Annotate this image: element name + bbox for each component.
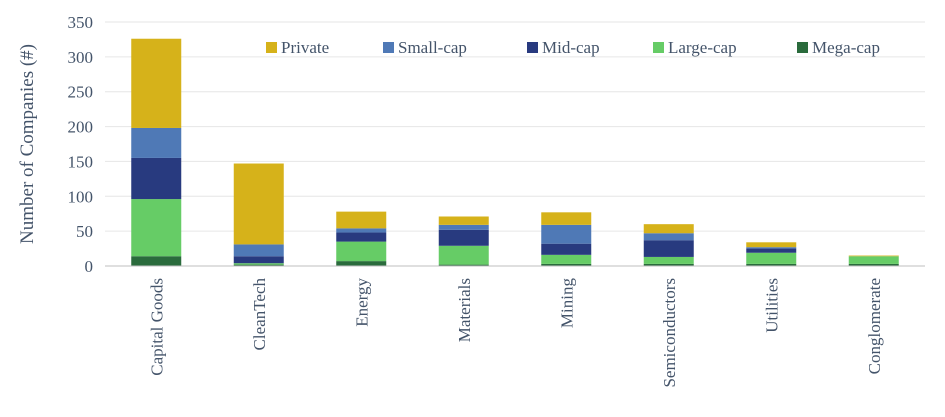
- bar-segment-mega-cap: [848, 263, 899, 266]
- legend-item-mid-cap: Mid-cap: [527, 38, 600, 57]
- bar-segment-mid-cap: [643, 240, 694, 257]
- bar-segment-private: [233, 163, 284, 245]
- bar-segment-mega-cap: [438, 264, 489, 266]
- bar-segment-mid-cap: [541, 243, 592, 255]
- bar-segment-mid-cap: [746, 248, 797, 253]
- gridlines: [105, 21, 925, 232]
- bar-stacks: [131, 38, 899, 266]
- bar-segment-small-cap: [131, 127, 182, 158]
- bar-segment-small-cap: [746, 247, 797, 249]
- legend-swatch: [383, 42, 394, 53]
- bar-segment-large-cap: [336, 241, 387, 262]
- x-axis: Capital Goods CleanTech Energy Materials Min…: [105, 265, 925, 388]
- bar-segment-large-cap: [131, 199, 182, 257]
- bar-segment-mid-cap: [438, 229, 489, 246]
- bar-stack: [336, 211, 387, 266]
- bar-segment-mega-cap: [233, 264, 284, 266]
- bar-stack: [233, 163, 284, 266]
- legend-swatch: [653, 42, 664, 53]
- bar-segment-small-cap: [336, 228, 387, 233]
- y-tick-label: 300: [68, 48, 94, 67]
- bar-segment-large-cap: [438, 245, 489, 265]
- bar-stack: [438, 216, 489, 266]
- bar-segment-large-cap: [233, 263, 284, 265]
- bar-stack: [643, 224, 694, 266]
- y-tick-label: 350: [68, 13, 94, 32]
- bar-segment-mid-cap: [131, 157, 182, 200]
- bar-segment-mega-cap: [643, 263, 694, 266]
- x-tick-label: Mining: [557, 278, 576, 329]
- legend-item-small-cap: Small-cap: [383, 38, 467, 57]
- bar-segment-small-cap: [233, 244, 284, 257]
- legend-label: Mega-cap: [812, 38, 880, 57]
- x-tick-label: Energy: [352, 278, 371, 327]
- legend-label: Small-cap: [398, 38, 467, 57]
- legend: Private Small-cap Mid-cap Large-cap Mega-cap: [266, 38, 880, 57]
- legend-label: Large-cap: [668, 38, 737, 57]
- bar-segment-private: [541, 212, 592, 225]
- y-axis-title: Number of Companies (#): [17, 44, 38, 244]
- bar-segment-large-cap: [643, 256, 694, 264]
- bar-segment-small-cap: [438, 224, 489, 230]
- y-tick-label: 250: [68, 83, 94, 102]
- bar-segment-private: [438, 216, 489, 225]
- bar-segment-small-cap: [643, 233, 694, 241]
- x-tick-label: Utilities: [762, 278, 781, 333]
- legend-swatch: [797, 42, 808, 53]
- bar-segment-mega-cap: [746, 263, 797, 266]
- bar-segment-large-cap: [541, 254, 592, 264]
- legend-item-large-cap: Large-cap: [653, 38, 737, 57]
- bar-segment-private: [131, 38, 182, 128]
- bar-segment-private: [643, 224, 694, 234]
- y-axis: 0 50 100 150 200 250 300 350: [68, 13, 94, 276]
- bar-segment-mega-cap: [336, 261, 387, 266]
- y-tick-label: 200: [68, 118, 94, 137]
- y-tick-label: 0: [85, 257, 94, 276]
- legend-item-private: Private: [266, 38, 329, 57]
- legend-label: Mid-cap: [542, 38, 600, 57]
- bar-segment-mega-cap: [131, 256, 182, 266]
- bar-segment-private: [848, 255, 899, 257]
- bar-stack: [541, 212, 592, 266]
- legend-swatch: [527, 42, 538, 53]
- y-tick-label: 50: [76, 222, 93, 241]
- legend-item-mega-cap: Mega-cap: [797, 38, 880, 57]
- bar-segment-large-cap: [746, 252, 797, 264]
- legend-label: Private: [281, 38, 329, 57]
- x-tick-label: Materials: [455, 278, 474, 342]
- bar-segment-private: [746, 242, 797, 248]
- x-tick-label: Capital Goods: [147, 278, 166, 376]
- bar-stack: [848, 255, 899, 266]
- bar-segment-large-cap: [848, 256, 899, 264]
- x-tick-label: CleanTech: [250, 278, 269, 351]
- bar-segment-mid-cap: [336, 232, 387, 242]
- x-tick-label: Semiconductors: [660, 278, 679, 388]
- y-tick-label: 100: [68, 187, 94, 206]
- y-tick-label: 150: [68, 152, 94, 171]
- bar-segment-private: [336, 211, 387, 229]
- bar-segment-mid-cap: [233, 256, 284, 264]
- bar-stack: [746, 242, 797, 266]
- x-tick-label: Conglomerate: [865, 278, 884, 374]
- legend-swatch: [266, 42, 277, 53]
- bar-segment-mega-cap: [541, 263, 592, 266]
- bar-segment-small-cap: [541, 224, 592, 244]
- bar-stack: [131, 38, 182, 266]
